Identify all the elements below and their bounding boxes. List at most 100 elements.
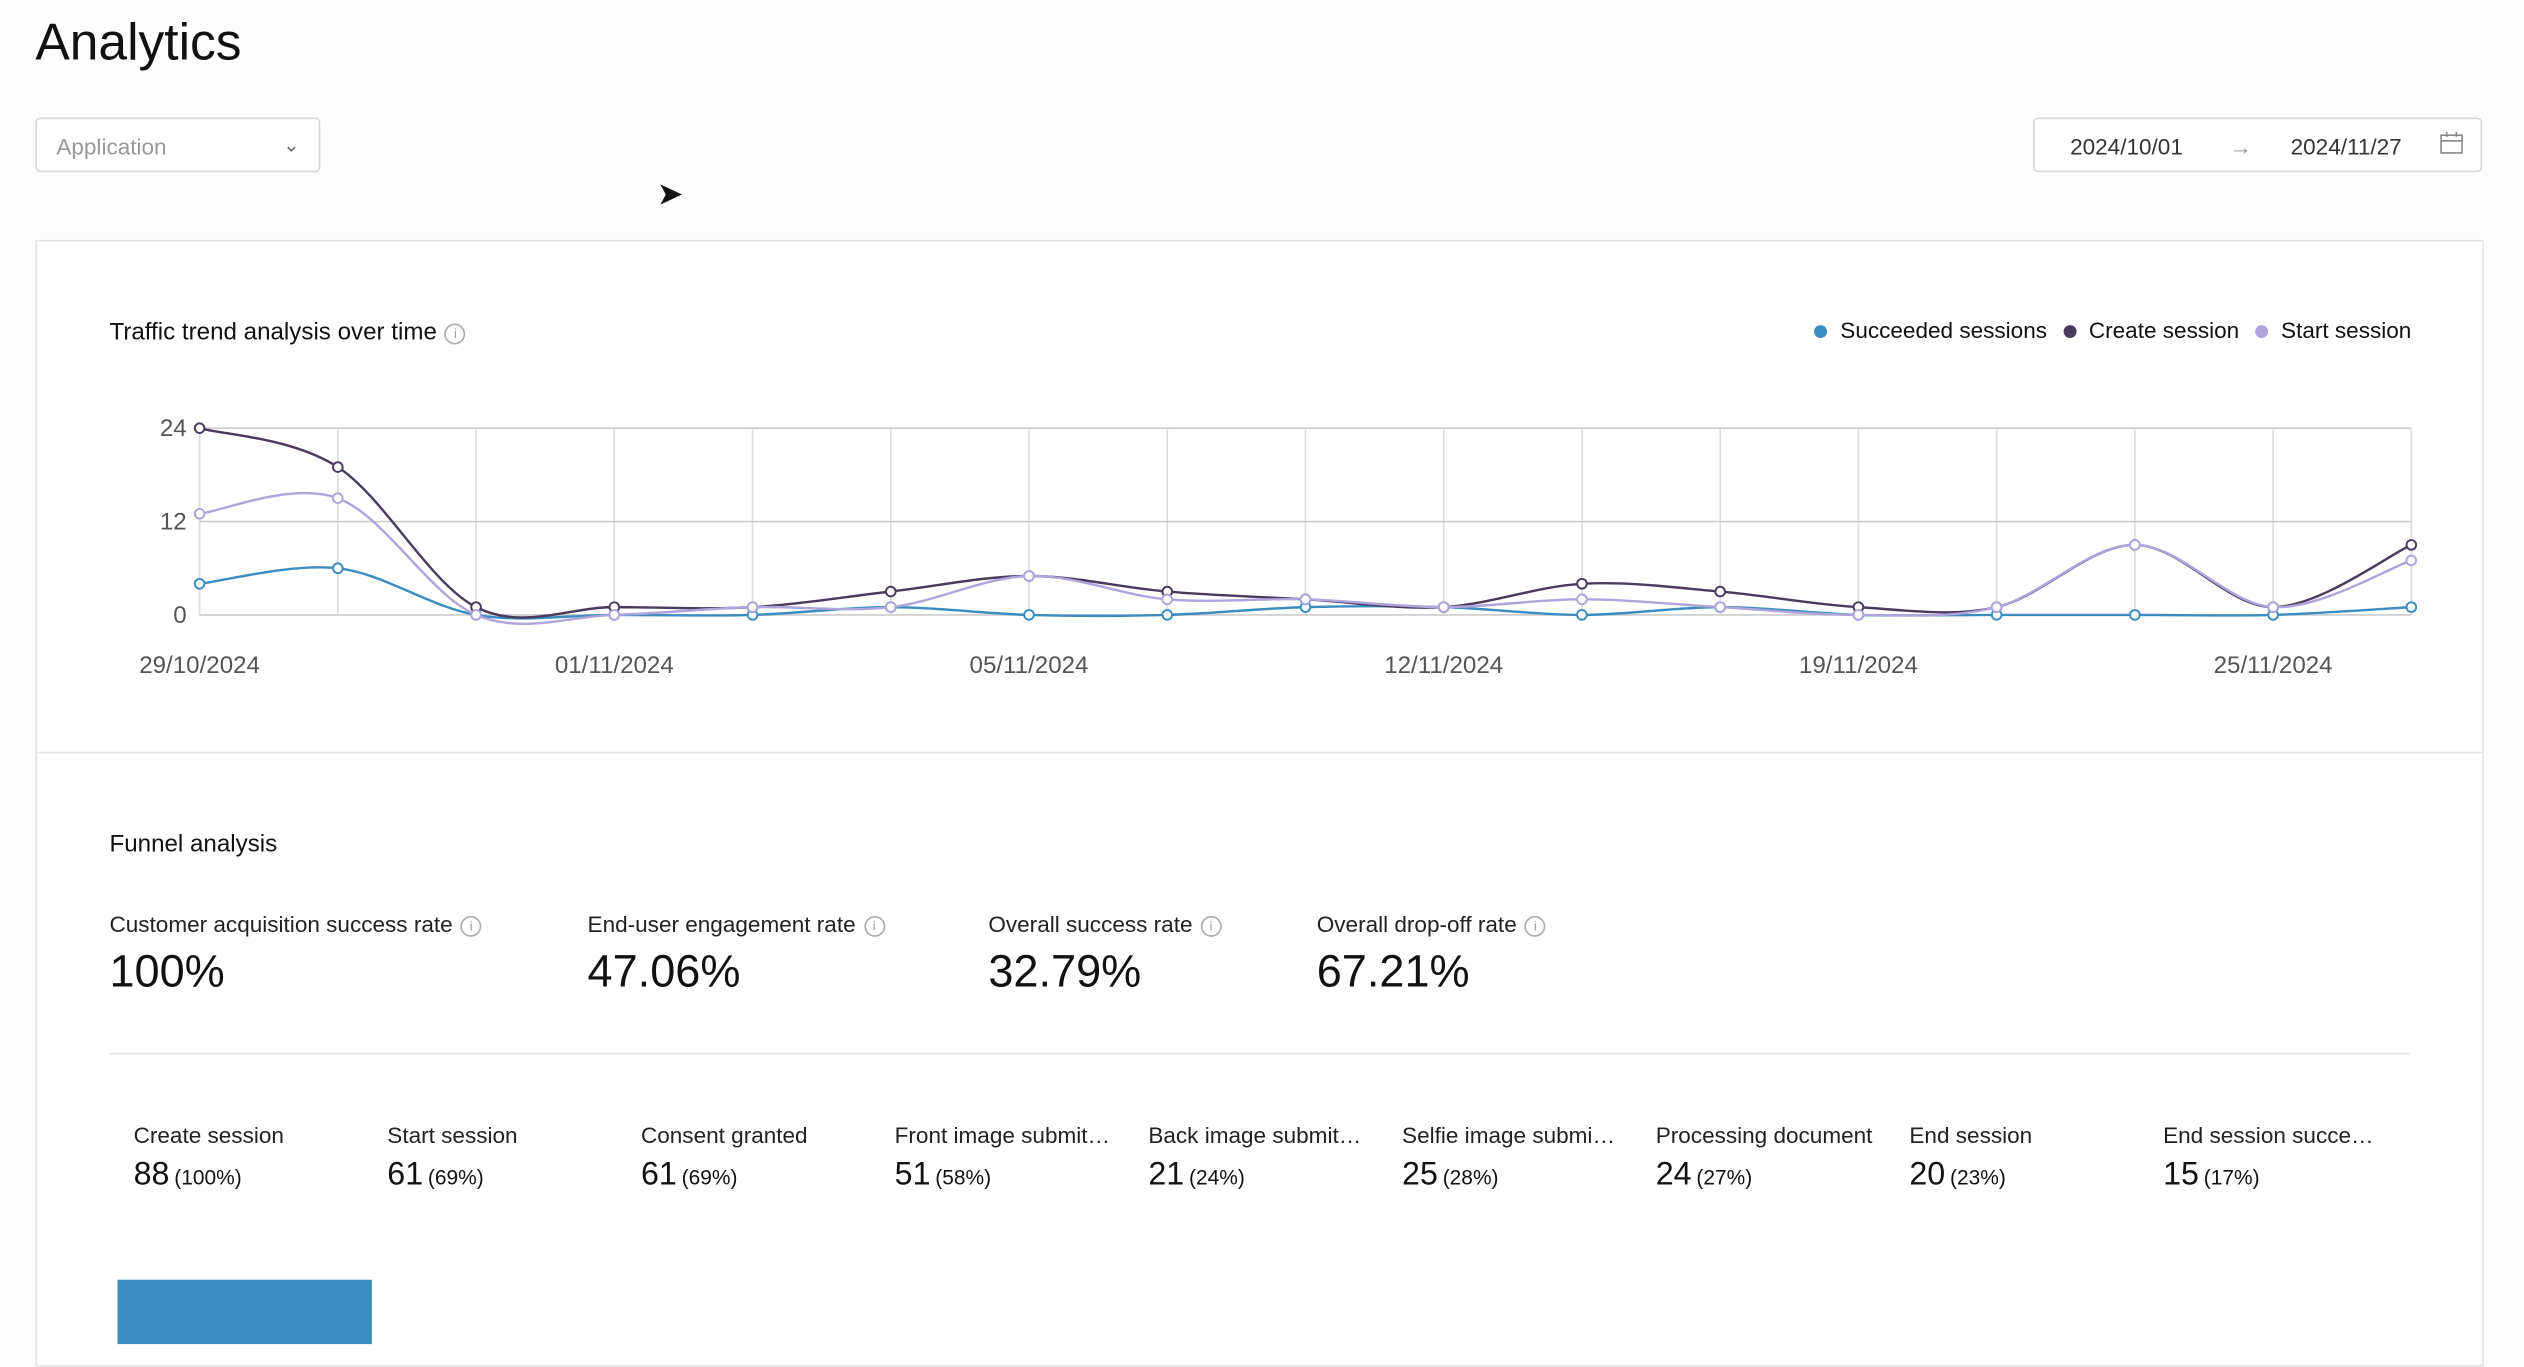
legend-succeeded[interactable]: Succeeded sessions: [1814, 317, 2047, 343]
data-point: [2267, 601, 2279, 613]
data-point: [332, 562, 344, 575]
step-count: 15 (17%): [2163, 1157, 2380, 1194]
data-point: [1576, 593, 1588, 606]
legend-start[interactable]: Start session: [2255, 317, 2411, 343]
legend-dot: [2063, 325, 2076, 339]
data-point: [1023, 609, 1035, 621]
data-point: [2405, 539, 2418, 551]
step-count-value: 88: [133, 1157, 170, 1193]
step-percent: (23%): [1950, 1165, 2006, 1190]
info-icon[interactable]: i: [863, 915, 885, 937]
calendar-icon[interactable]: [2439, 130, 2465, 161]
funnel-title: Funnel analysis: [109, 830, 278, 858]
data-point: [1437, 601, 1450, 613]
funnel-step: Selfie image submitted 25 (28%): [1402, 1122, 1619, 1194]
chart-legend: Succeeded sessions Create session Start …: [1814, 317, 2411, 343]
x-tick-label: 01/11/2024: [555, 652, 674, 679]
data-point: [608, 609, 621, 621]
data-point: [193, 422, 206, 434]
step-label: Front image submitted: [894, 1121, 1112, 1148]
metric: Overall drop-off rate i 67.21%: [1317, 911, 1546, 998]
metric-label-text: Overall drop-off rate: [1316, 911, 1517, 937]
metric-label-text: End-user engagement rate: [587, 911, 856, 937]
metric-label: Overall drop-off rate i: [1317, 911, 1546, 937]
funnel-step: Consent granted 61 (69%): [641, 1122, 858, 1194]
data-point: [884, 601, 897, 613]
chevron-down-icon: ⌄: [283, 133, 300, 157]
info-icon[interactable]: i: [1524, 915, 1546, 937]
info-icon[interactable]: i: [444, 323, 466, 345]
metric: Customer acquisition success rate i 100%: [109, 911, 482, 998]
analytics-card: Traffic trend analysis over time i Succee…: [35, 239, 2484, 1367]
step-percent: (69%): [427, 1165, 484, 1190]
data-point: [2405, 601, 2418, 613]
mouse-cursor-icon: ➤: [656, 177, 684, 213]
step-count-value: 61: [387, 1157, 424, 1193]
info-icon[interactable]: i: [1200, 915, 1222, 937]
step-count-value: 25: [1402, 1157, 1438, 1193]
section-divider: [37, 751, 2483, 754]
traffic-title: Traffic trend analysis over time i: [109, 318, 466, 347]
step-label: Consent granted: [640, 1121, 808, 1148]
metric-label: End-user engagement rate i: [588, 911, 885, 937]
data-point: [332, 492, 344, 504]
metric: End-user engagement rate i 47.06%: [588, 911, 885, 998]
data-point: [1714, 601, 1726, 613]
data-point: [1161, 593, 1174, 606]
step-label: End session: [1909, 1121, 2033, 1148]
data-point: [470, 609, 482, 621]
metric-value: 67.21%: [1316, 946, 1470, 997]
data-point: [1023, 570, 1035, 582]
data-point: [746, 601, 759, 613]
step-count-value: 61: [640, 1157, 677, 1193]
traffic-title-text: Traffic trend analysis over time: [109, 318, 437, 347]
x-tick-label: 29/10/2024: [139, 652, 260, 679]
application-placeholder: Application: [56, 133, 167, 160]
step-percent: (100%): [174, 1165, 242, 1190]
step-count-value: 51: [894, 1157, 931, 1193]
step-percent: (24%): [1188, 1165, 1245, 1190]
application-select[interactable]: Application ⌄: [35, 117, 321, 173]
step-percent: (69%): [681, 1165, 738, 1190]
y-tick-label: 12: [160, 509, 187, 536]
step-percent: (27%): [1696, 1165, 1753, 1190]
y-tick-label: 24: [160, 415, 187, 442]
legend-create[interactable]: Create session: [2063, 317, 2239, 343]
step-label: Start session: [387, 1121, 518, 1148]
analytics-page: Analytics Application ⌄ 2024/10/01 → 202…: [35, 13, 2484, 1367]
metric-label: Customer acquisition success rate i: [109, 911, 482, 937]
funnel-divider: [109, 1052, 2410, 1055]
funnel-step: Start session 61 (69%): [387, 1122, 604, 1194]
step-count-value: 15: [2163, 1157, 2199, 1193]
legend-label: Start session: [2281, 317, 2412, 343]
metric-label-text: Overall success rate: [988, 911, 1193, 937]
x-tick-label: 12/11/2024: [1384, 652, 1503, 679]
date-from[interactable]: 2024/10/01: [2070, 133, 2183, 160]
step-count: 61 (69%): [641, 1157, 858, 1194]
data-point: [1161, 609, 1174, 621]
arrow-icon: →: [2229, 133, 2252, 160]
date-range-picker[interactable]: 2024/10/01 → 2024/11/27: [2033, 117, 2483, 173]
data-point: [1576, 577, 1588, 590]
funnel-step: Processing document 24 (27%): [1656, 1122, 1873, 1194]
step-count: 21 (24%): [1148, 1157, 1365, 1194]
funnel-step: End session succeeded 15 (17%): [2163, 1122, 2380, 1194]
info-icon[interactable]: i: [460, 915, 482, 937]
metric-value: 100%: [109, 946, 225, 997]
data-point: [332, 461, 344, 473]
funnel-step: Create session 88 (100%): [134, 1122, 351, 1194]
step-label: Create session: [133, 1121, 284, 1148]
data-point: [1576, 609, 1588, 621]
data-point: [2405, 554, 2418, 567]
x-tick-label: 05/11/2024: [970, 652, 1089, 679]
funnel-bar-create-session[interactable]: [117, 1279, 372, 1345]
step-label: Processing document: [1655, 1121, 1873, 1148]
data-point: [1852, 609, 1865, 621]
metric-value: 47.06%: [587, 946, 741, 997]
step-count: 88 (100%): [134, 1157, 351, 1194]
step-count: 20 (23%): [1909, 1157, 2126, 1194]
x-tick-label: 19/11/2024: [1799, 652, 1918, 679]
date-to[interactable]: 2024/11/27: [2290, 133, 2402, 160]
step-count: 51 (58%): [895, 1157, 1112, 1194]
legend-dot: [2255, 325, 2269, 339]
